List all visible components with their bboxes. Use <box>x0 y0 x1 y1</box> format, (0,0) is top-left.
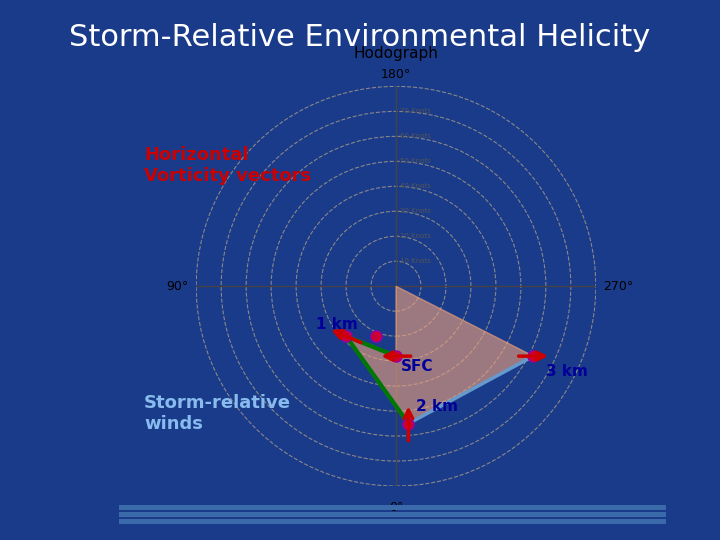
Text: 0°: 0° <box>389 501 403 514</box>
Text: Horizontal
Vorticity vectors: Horizontal Vorticity vectors <box>144 146 311 185</box>
Text: 60 Knots: 60 Knots <box>400 133 431 139</box>
Text: Storm-relative
winds: Storm-relative winds <box>144 394 291 433</box>
Text: 180°: 180° <box>381 69 411 82</box>
Text: 1 km: 1 km <box>316 316 358 332</box>
Text: SFC: SFC <box>401 359 433 374</box>
Polygon shape <box>346 286 534 423</box>
Text: 70 Knots: 70 Knots <box>400 109 431 114</box>
Text: 3 km: 3 km <box>546 364 588 379</box>
Text: Storm-Relative Environmental Helicity: Storm-Relative Environmental Helicity <box>69 23 651 52</box>
Text: 50 Knots: 50 Knots <box>400 158 431 164</box>
Text: 270°: 270° <box>603 280 634 293</box>
Text: 10 Knots: 10 Knots <box>400 258 431 264</box>
Text: 30 Knots: 30 Knots <box>400 208 431 214</box>
Text: 40 Knots: 40 Knots <box>400 183 431 190</box>
Text: 90°: 90° <box>166 280 189 293</box>
Text: 20 Knots: 20 Knots <box>400 233 431 239</box>
Text: Hodograph: Hodograph <box>354 46 438 62</box>
Text: 2 km: 2 km <box>416 399 458 414</box>
